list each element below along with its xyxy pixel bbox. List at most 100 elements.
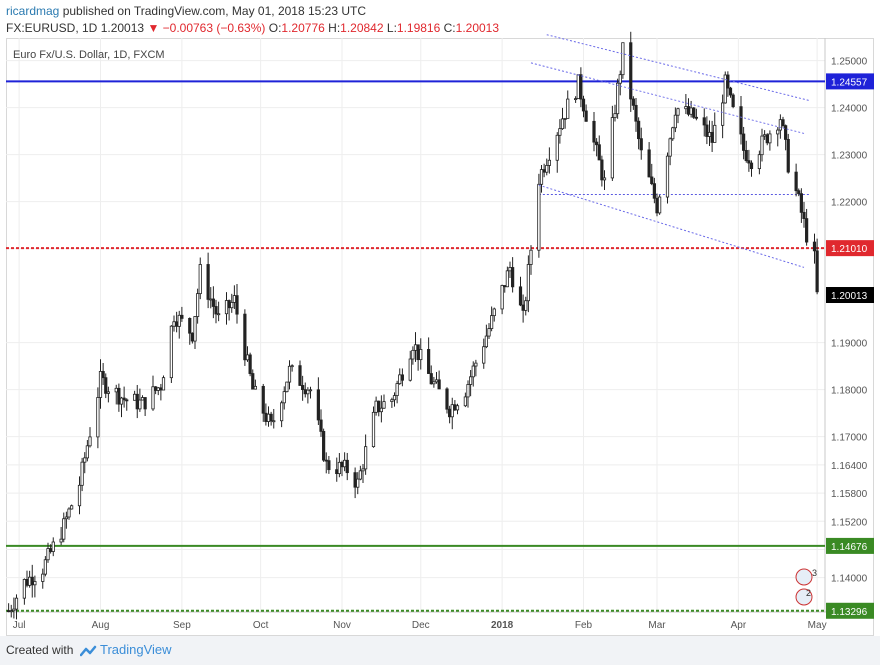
candle-body <box>335 469 339 475</box>
candle-body <box>673 114 677 129</box>
candle-body <box>542 169 546 173</box>
tradingview-link[interactable]: TradingView <box>100 642 172 657</box>
candle-body <box>377 400 381 413</box>
candle-body <box>224 300 229 315</box>
candle-body <box>12 608 16 612</box>
candle-body <box>802 211 806 219</box>
chart-frame <box>6 38 874 636</box>
candle-body <box>799 193 803 213</box>
candle-body <box>597 144 601 161</box>
candle-body <box>731 94 735 108</box>
candle-body <box>650 176 654 185</box>
event-count-icon: 3 <box>812 568 817 578</box>
price-label-box <box>826 287 874 304</box>
price-label: 1.13296 <box>831 607 868 618</box>
candle-body <box>616 82 620 115</box>
candle-body <box>721 102 725 126</box>
candle-body <box>374 400 378 413</box>
event-icons[interactable]: 3 2 <box>795 568 817 606</box>
candle-body <box>558 128 562 136</box>
candle-body <box>301 385 305 390</box>
candle-body <box>581 98 586 112</box>
candle-body <box>492 308 496 317</box>
candle-body <box>453 404 457 411</box>
candle-body <box>251 373 255 390</box>
candle-body <box>413 344 418 351</box>
candle-body <box>398 374 402 385</box>
publisher-link[interactable]: ricardmag <box>6 4 60 18</box>
candle-body <box>175 321 179 327</box>
candle-body <box>235 295 239 315</box>
candle-body <box>356 478 360 488</box>
candle-body <box>30 576 34 586</box>
flag-icon[interactable] <box>795 568 813 586</box>
candle-body <box>230 302 234 309</box>
candle-body <box>702 117 706 126</box>
candle-body <box>319 419 323 432</box>
candle-body <box>322 430 326 461</box>
time-tick-label: May <box>808 620 827 631</box>
candle-body <box>7 610 11 612</box>
candle-body <box>269 413 273 422</box>
candle-body <box>692 107 696 118</box>
low-label: L: <box>386 21 397 35</box>
candle-body <box>177 314 181 327</box>
price-axis[interactable]: 1.250001.240001.230001.220001.210001.190… <box>831 57 868 585</box>
candle-body <box>600 159 604 181</box>
candle-body <box>574 98 578 101</box>
ohlc-bar: FX:EURUSD, 1D 1.20013 ▼ −0.00763 (−0.63%… <box>6 21 499 35</box>
candle-body <box>474 362 478 367</box>
published-text: published on TradingView.com, May 01, 20… <box>62 4 366 18</box>
candle-body <box>96 397 100 438</box>
tradingview-logo-icon[interactable] <box>80 645 98 657</box>
candle-body <box>744 150 748 162</box>
candle-body <box>689 107 693 115</box>
time-tick-label: Feb <box>575 620 593 631</box>
candle-body <box>747 160 751 164</box>
candle-body <box>306 389 310 395</box>
candle-body <box>316 389 320 421</box>
horizontal-lines <box>6 80 825 612</box>
candle-body <box>282 391 286 404</box>
candle-body <box>51 541 55 552</box>
candle-body <box>337 461 341 475</box>
candle-body <box>77 484 82 507</box>
candle-body <box>266 413 271 422</box>
time-axis[interactable]: Jul Aug Sep Oct Nov Dec 2018 Feb Mar Apr May <box>13 620 827 631</box>
candle-body <box>196 293 200 317</box>
candle-body <box>41 573 45 582</box>
channel-line <box>538 184 805 268</box>
candle-body <box>85 445 89 459</box>
candle-body <box>264 412 268 422</box>
candle-body <box>125 399 129 402</box>
candle-body <box>340 461 344 468</box>
candle-body <box>227 300 231 309</box>
candle-body <box>621 42 625 76</box>
flag-icon[interactable] <box>795 588 813 606</box>
candle-body <box>117 387 121 405</box>
candle-body <box>742 133 746 151</box>
candle-body <box>308 389 313 392</box>
candle-body <box>781 119 785 127</box>
candle-body <box>471 365 475 378</box>
candle-body <box>104 377 108 394</box>
candle-body <box>156 387 160 391</box>
high-value: 1.20842 <box>340 21 384 35</box>
candle-body <box>537 183 541 251</box>
candle-body <box>545 165 549 173</box>
candle-body <box>217 313 221 316</box>
candle-body <box>419 349 423 361</box>
candle-body <box>684 106 688 110</box>
candle-body <box>658 196 662 214</box>
time-tick-label: Mar <box>648 620 666 631</box>
candle-body <box>159 387 163 391</box>
candle-body <box>786 139 790 173</box>
candle-body <box>140 397 145 401</box>
candle-body <box>193 316 197 342</box>
candle-body <box>345 459 349 474</box>
candle-body <box>521 304 525 311</box>
candle-body <box>639 138 643 151</box>
grid <box>6 38 825 612</box>
price-tick-label: 1.22000 <box>831 198 868 209</box>
